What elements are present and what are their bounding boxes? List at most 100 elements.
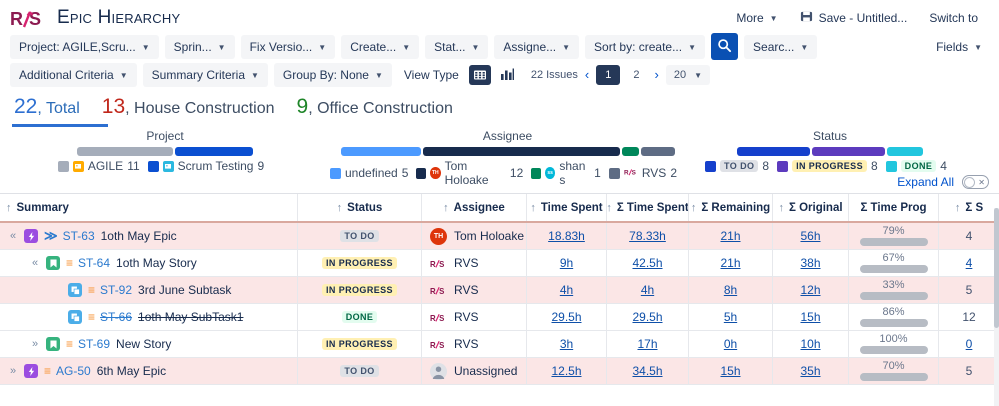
sum-original-link[interactable]: 56h	[800, 229, 821, 243]
sum-time-spent-link[interactable]: 17h	[637, 337, 658, 351]
sum-time-spent-link[interactable]: 29.5h	[632, 310, 663, 324]
legend-item[interactable]: AGILE 11	[57, 159, 140, 173]
legend-item[interactable]: IN PROGRESS 8	[777, 159, 878, 173]
summary-criteria-button[interactable]: Summary Criteria ▼	[142, 62, 268, 87]
legend-item[interactable]: DONE 4	[885, 159, 947, 173]
chevron-left-icon[interactable]: ‹	[584, 67, 590, 82]
bar-segment[interactable]	[737, 147, 810, 156]
time-spent-link[interactable]: 18.83h	[548, 229, 585, 243]
expand-collapse-icon[interactable]: «	[9, 230, 17, 242]
sum-remaining-link[interactable]: 21h	[720, 256, 741, 270]
time-spent-link[interactable]: 4h	[559, 283, 574, 297]
bar-segment[interactable]	[77, 147, 173, 156]
table-row[interactable]: « ≫ ST-63 1oth May Epic TO DO TH Tom Holoake 18…	[0, 223, 999, 250]
col-assignee[interactable]: ↑ Assignee	[422, 194, 527, 221]
office-construction-count[interactable]: 9, Office Construction	[296, 95, 453, 118]
table-row[interactable]: » ≡ ST-69 New Story IN PROGRESS R S RVS 3h 17h 0h 1…	[0, 331, 999, 358]
save-button[interactable]: Save - Untitled...	[791, 5, 917, 31]
bar-segment[interactable]	[422, 147, 620, 156]
col-time-spent[interactable]: ↑ Time Spent	[527, 194, 607, 221]
col-summary[interactable]: ↑ Summary	[0, 194, 298, 221]
legend-item[interactable]: undefined 5	[330, 166, 408, 180]
cell-summary[interactable]: ≡ ST-66 1oth May SubTask1	[0, 304, 298, 330]
bar-segment[interactable]	[175, 147, 253, 156]
cell-summary[interactable]: « ≡ ST-64 1oth May Story	[0, 250, 298, 276]
search-scope-select[interactable]: Searc... ▼	[744, 34, 818, 59]
sum-remaining-link[interactable]: 5h	[723, 310, 738, 324]
search-button[interactable]	[711, 33, 739, 60]
sum-remaining-link[interactable]: 21h	[720, 229, 741, 243]
legend-item[interactable]: TO DO 8	[705, 159, 769, 173]
issue-key-link[interactable]: ST-64	[78, 256, 111, 270]
additional-criteria-button[interactable]: Additional Criteria ▼	[10, 62, 137, 87]
cell-summary[interactable]: ≡ ST-92 3rd June Subtask	[0, 277, 298, 303]
sum-s-link[interactable]: 4	[965, 256, 973, 270]
total-count[interactable]: 22, Total	[14, 95, 80, 118]
sum-remaining-link[interactable]: 8h	[723, 283, 738, 297]
bar-segment[interactable]	[812, 147, 885, 156]
toggle-off-icon[interactable]: ✕	[962, 175, 989, 189]
table-row[interactable]: » ≡ AG-50 6th May Epic TO DO Unassigned 12.5h 3…	[0, 358, 999, 385]
col-sum-time-spent[interactable]: ↑Σ Time Spent	[607, 194, 689, 221]
issue-key-link[interactable]: ST-92	[100, 283, 133, 297]
col-sum-remaining[interactable]: ↑ Σ Remaining	[689, 194, 773, 221]
time-spent-link[interactable]: 29.5h	[551, 310, 582, 324]
col-sum-original[interactable]: ↑ Σ Original	[773, 194, 849, 221]
chart-view-icon[interactable]	[497, 65, 519, 85]
time-spent-link[interactable]: 9h	[559, 256, 574, 270]
cell-summary[interactable]: » ≡ AG-50 6th May Epic	[0, 358, 298, 384]
sprint-filter[interactable]: Sprin... ▼	[164, 34, 235, 59]
expand-collapse-icon[interactable]: »	[9, 365, 17, 377]
sum-time-spent-link[interactable]: 42.5h	[632, 256, 663, 270]
status-filter[interactable]: Stat... ▼	[425, 34, 489, 59]
chevron-right-icon[interactable]: ›	[654, 67, 659, 82]
issue-key-link[interactable]: ST-69	[78, 337, 111, 351]
vertical-scrollbar[interactable]	[994, 208, 999, 406]
col-sum-s[interactable]: ↑ Σ S	[954, 201, 984, 214]
table-row[interactable]: ≡ ST-66 1oth May SubTask1 DONE R S RVS 29.5h 29.…	[0, 304, 999, 331]
cell-summary[interactable]: « ≫ ST-63 1oth May Epic	[0, 223, 298, 249]
sum-original-link[interactable]: 10h	[800, 337, 821, 351]
legend-item[interactable]: TH Tom Holoake 12	[416, 159, 523, 187]
issue-key-link[interactable]: ST-66	[100, 310, 133, 324]
group-by-button[interactable]: Group By: None ▼	[273, 62, 392, 87]
legend-item[interactable]: ss shan s 1	[531, 159, 601, 187]
sum-original-link[interactable]: 35h	[800, 364, 821, 378]
legend-item[interactable]: Scrum Testing 9	[147, 159, 264, 173]
issue-key-link[interactable]: ST-63	[62, 229, 95, 243]
fix-version-filter[interactable]: Fix Versio... ▼	[240, 34, 336, 59]
sum-time-spent-link[interactable]: 4h	[640, 283, 655, 297]
expand-collapse-icon[interactable]: »	[31, 338, 39, 350]
time-spent-link[interactable]: 12.5h	[551, 364, 582, 378]
sum-time-spent-link[interactable]: 34.5h	[632, 364, 663, 378]
expand-collapse-icon[interactable]: «	[31, 257, 39, 269]
house-construction-count[interactable]: 13, House Construction	[101, 95, 275, 118]
expand-all-link[interactable]: Expand All	[897, 175, 954, 189]
more-button[interactable]: More ▼	[736, 11, 778, 25]
sum-remaining-link[interactable]: 0h	[723, 337, 738, 351]
scrollbar-thumb[interactable]	[994, 208, 999, 328]
issue-key-link[interactable]: AG-50	[56, 364, 91, 378]
page-1-button[interactable]: 1	[596, 64, 621, 85]
table-row[interactable]: ≡ ST-92 3rd June Subtask IN PROGRESS R S RVS 4h…	[0, 277, 999, 304]
col-status[interactable]: ↑ Status	[298, 194, 422, 221]
sum-s-link[interactable]: 0	[965, 337, 973, 351]
fields-button[interactable]: Fields ▼	[936, 39, 982, 54]
sum-remaining-link[interactable]: 15h	[720, 364, 741, 378]
project-filter[interactable]: Project: AGILE,Scru... ▼	[10, 34, 159, 59]
sum-original-link[interactable]: 38h	[800, 256, 821, 270]
grid-view-icon[interactable]	[468, 64, 491, 85]
page-2-button[interactable]: 2	[633, 68, 640, 81]
bar-segment[interactable]	[340, 147, 421, 156]
time-spent-link[interactable]: 3h	[559, 337, 574, 351]
switch-to-button[interactable]: Switch to	[929, 11, 978, 25]
col-sum-time-prog[interactable]: Σ Time Prog	[849, 194, 939, 221]
created-filter[interactable]: Create... ▼	[341, 34, 420, 59]
cell-summary[interactable]: » ≡ ST-69 New Story	[0, 331, 298, 357]
assignee-filter[interactable]: Assigne... ▼	[494, 34, 580, 59]
bar-segment[interactable]	[887, 147, 923, 156]
table-row[interactable]: « ≡ ST-64 1oth May Story IN PROGRESS R S RVS 9h 4…	[0, 250, 999, 277]
page-size-select[interactable]: 20 ▼	[665, 64, 711, 85]
bar-segment[interactable]	[621, 147, 639, 156]
